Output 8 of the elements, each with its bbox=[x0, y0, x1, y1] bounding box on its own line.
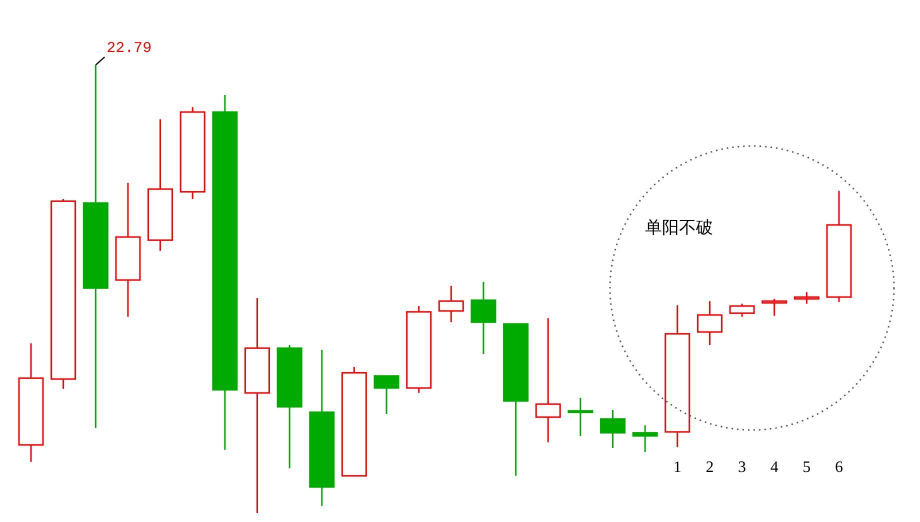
text: 22.79 bbox=[106, 40, 152, 57]
x-tick-label: 3 bbox=[738, 459, 746, 476]
x-tick-label: 1 bbox=[673, 459, 682, 476]
x-tick-label: 6 bbox=[835, 459, 843, 476]
x-tick-label: 5 bbox=[802, 459, 811, 476]
annotation: 单阳不破 bbox=[645, 218, 713, 237]
x-tick-label: 2 bbox=[706, 459, 714, 476]
x-tick-label: 4 bbox=[770, 459, 778, 476]
